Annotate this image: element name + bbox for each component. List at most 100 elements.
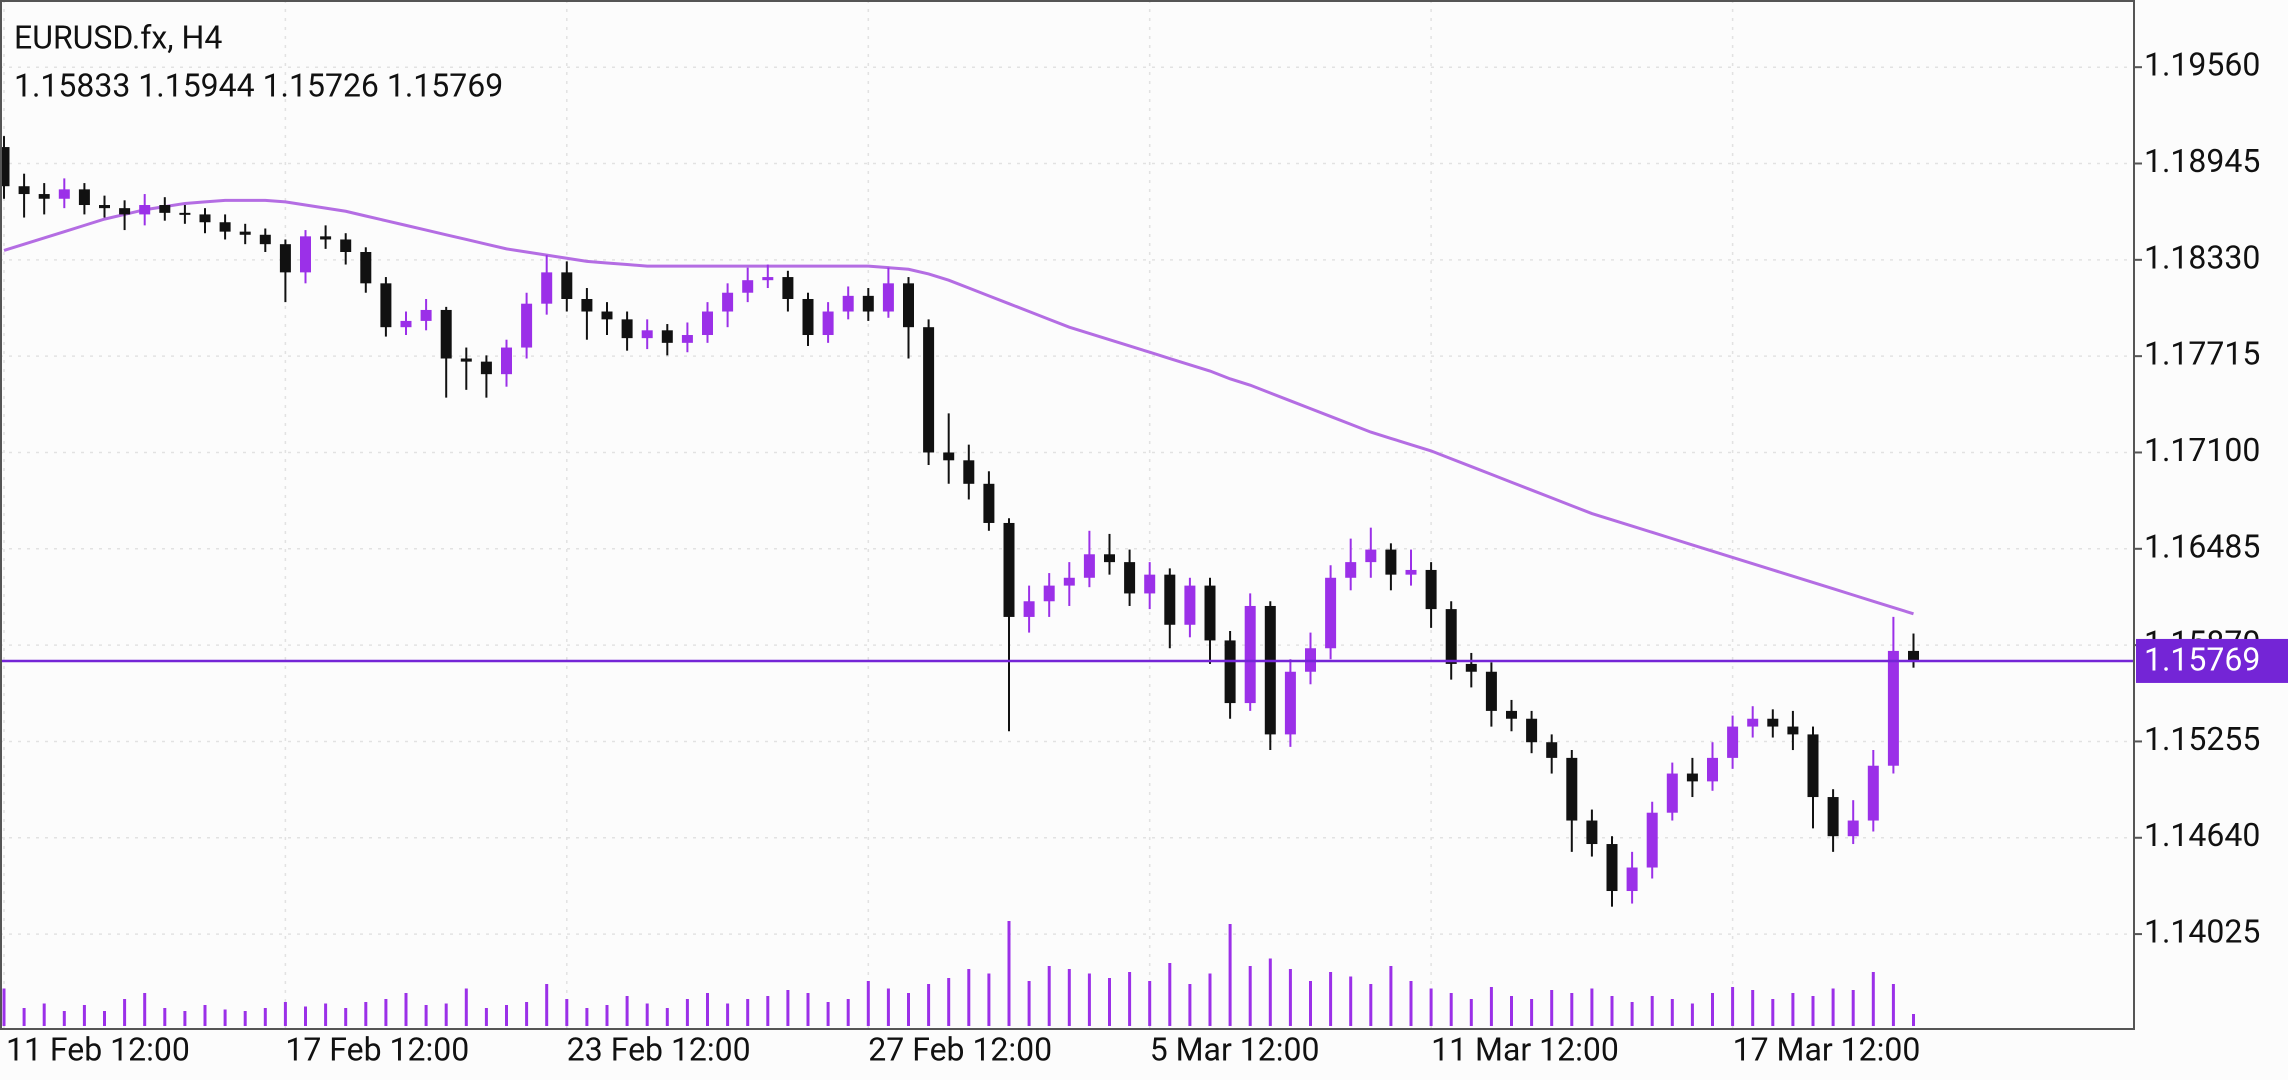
volume-bar [1670, 999, 1674, 1026]
candle-body [0, 147, 10, 187]
candle-body [742, 280, 754, 293]
candle-body [501, 347, 512, 375]
candle-body [1887, 650, 1899, 766]
volume-layer [2, 921, 1915, 1026]
volume-bar [1047, 966, 1051, 1026]
volume-bar [1268, 958, 1272, 1026]
candle-body [1083, 554, 1095, 578]
candle-body [420, 309, 432, 321]
candle-body [360, 252, 372, 284]
volume-bar [364, 1002, 368, 1026]
volume-bar [1108, 978, 1111, 1026]
volume-bar [1449, 993, 1453, 1026]
candle-body [1465, 663, 1477, 672]
candle-body [521, 303, 533, 348]
volume-bar [1007, 921, 1011, 1026]
candle-body [99, 205, 110, 209]
volume-bar [82, 1005, 86, 1026]
volume-bar [1630, 1002, 1634, 1026]
volume-bar [826, 1002, 830, 1026]
volume-bar [1751, 990, 1755, 1026]
volume-bar [565, 999, 569, 1026]
volume-bar [62, 1011, 66, 1026]
candle-body [1526, 718, 1538, 743]
candle-body [882, 283, 894, 312]
candle-body [38, 194, 50, 199]
volume-bar [464, 988, 468, 1026]
candle-body [1425, 569, 1437, 610]
volume-bar [927, 984, 931, 1026]
candle-body [722, 292, 734, 312]
candle-body [903, 283, 914, 328]
volume-bar [1027, 981, 1031, 1026]
volume-bar [1550, 990, 1554, 1026]
moving-average-line [3, 198, 1914, 616]
volume-bar [665, 1008, 669, 1026]
candle-body [1566, 757, 1578, 821]
volume-bar [645, 1003, 649, 1026]
volume-bar [1309, 981, 1312, 1026]
volume-bar [404, 993, 408, 1026]
candle-body [1686, 773, 1698, 782]
candle-body [1707, 757, 1718, 782]
volume-bar [545, 984, 549, 1026]
y-tick-label: 1.19560 [2144, 46, 2260, 84]
volume-bar [1570, 993, 1574, 1026]
candle-body [943, 452, 955, 461]
volume-bar [886, 988, 890, 1026]
volume-bar [846, 999, 850, 1026]
candle-body [1827, 797, 1839, 837]
candle-body [440, 309, 452, 359]
candle-body [460, 358, 472, 362]
volume-bar [1087, 973, 1091, 1026]
volume-bar [1409, 981, 1413, 1026]
candle-body [802, 298, 814, 336]
volume-bar [706, 993, 709, 1026]
candle-body [1164, 574, 1176, 625]
y-tick-label: 1.18945 [2144, 142, 2260, 180]
volume-bar [1148, 981, 1152, 1026]
volume-bar [1469, 999, 1473, 1026]
candle-body [239, 231, 251, 235]
candle-body [380, 283, 392, 328]
volume-bar [1771, 999, 1775, 1026]
candle-body [279, 244, 291, 273]
volume-bar [987, 973, 991, 1026]
volume-bar [123, 999, 127, 1026]
candle-body [1264, 605, 1276, 735]
candle-body [581, 298, 593, 312]
candle-body [1003, 522, 1015, 617]
candle-body [18, 186, 30, 195]
volume-bar [766, 996, 770, 1026]
candle-body [1325, 577, 1337, 649]
volume-bar [866, 981, 870, 1026]
volume-bar [1349, 976, 1353, 1026]
candle-body [400, 320, 412, 328]
candle-body [842, 295, 854, 312]
candle-body [661, 330, 673, 343]
candle-body [1063, 577, 1075, 586]
candle-body [1767, 718, 1779, 727]
candle-body [480, 361, 492, 375]
volume-bar [1228, 924, 1232, 1026]
candle-body [641, 330, 653, 339]
volume-bar [605, 1005, 609, 1026]
volume-bar [1791, 993, 1795, 1026]
volume-bar [1811, 996, 1815, 1026]
candle-body [219, 222, 231, 232]
candle-body [1646, 812, 1658, 868]
volume-bar [806, 993, 810, 1026]
volume-bar [525, 1002, 529, 1026]
volume-bar [947, 978, 951, 1026]
volume-bar [1731, 987, 1735, 1026]
x-tick-label: 11 Mar 12:00 [1431, 1030, 1619, 1068]
candle-body [1445, 609, 1457, 664]
x-tick-label: 5 Mar 12:00 [1150, 1030, 1320, 1068]
candle-body [78, 189, 90, 206]
candle-body [139, 205, 151, 215]
volume-bar [1168, 963, 1172, 1026]
volume-bar [505, 1005, 508, 1026]
candle-body [1727, 726, 1739, 758]
